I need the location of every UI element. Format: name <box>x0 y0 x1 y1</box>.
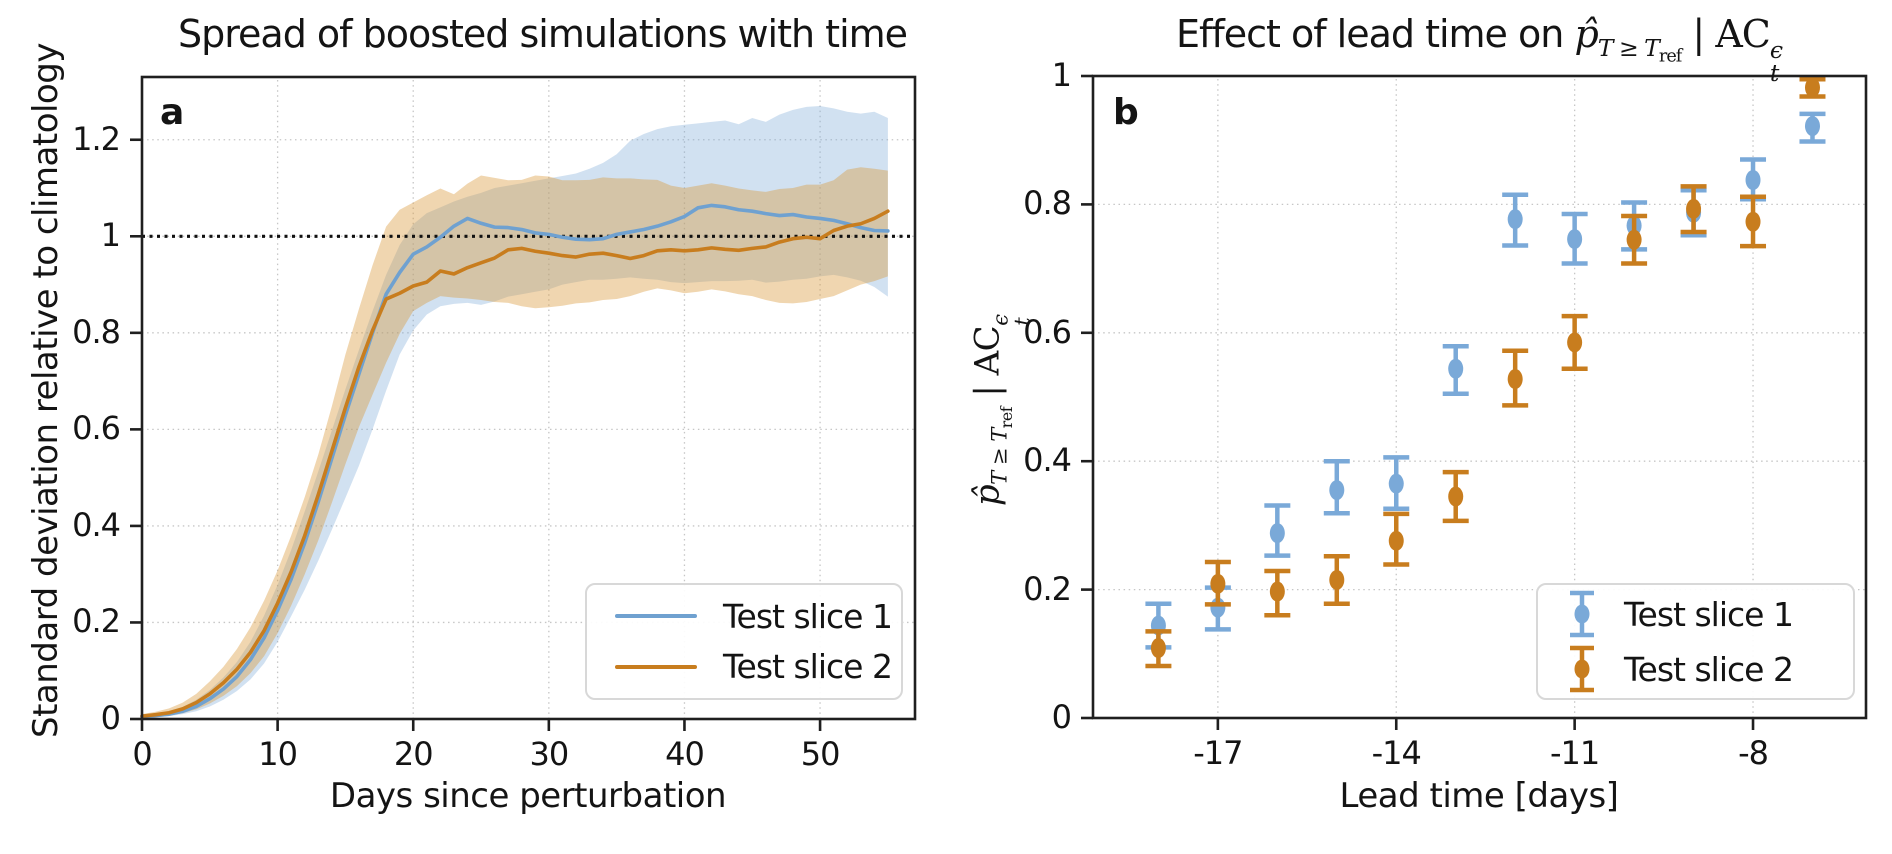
x-tick-label: 20 <box>393 735 434 773</box>
test-slice-1-line-icon <box>615 614 697 619</box>
legend-label: Test slice 1 <box>723 596 893 636</box>
y-tick-label: 1 <box>100 216 121 255</box>
y-tick-label: 0 <box>1051 698 1072 736</box>
panel-b-letter: b <box>1113 92 1139 133</box>
series-line <box>140 209 890 718</box>
data-point <box>1507 369 1523 390</box>
panel-b-xlabel: Lead time [days] <box>1339 776 1619 816</box>
legend-label: Test slice 2 <box>1624 649 1794 689</box>
data-point <box>1507 209 1523 230</box>
x-tick-label: -14 <box>1371 734 1422 772</box>
test-slice-1-errorbar-icon <box>1566 588 1598 640</box>
y-tick-label: 1 <box>1051 56 1072 94</box>
confidence-band <box>142 167 888 718</box>
panel-a-xlabel: Days since perturbation <box>329 776 727 816</box>
data-point <box>1329 480 1345 501</box>
x-tick-label: 50 <box>800 735 841 773</box>
panel-b-title-math: p̂T ≥ Tref | AC ϵ t <box>1574 12 1783 88</box>
y-tick-label: 0.6 <box>1023 312 1072 351</box>
x-tick-label: -11 <box>1549 734 1600 772</box>
data-point <box>1388 530 1404 551</box>
data-point <box>1448 358 1464 379</box>
errorbar-glyph <box>1570 645 1594 693</box>
legend-item: Test slice 2 <box>1538 643 1853 695</box>
y-tick-label: 0.8 <box>72 312 121 351</box>
y-tick-label: 0.8 <box>1023 184 1072 223</box>
legend-label: Test slice 1 <box>1624 594 1794 634</box>
y-tick-label: 0.4 <box>72 505 121 544</box>
y-tick-label: 0.2 <box>72 602 121 641</box>
data-point <box>1448 486 1464 507</box>
data-point <box>1210 573 1226 594</box>
data-point <box>1804 77 1820 98</box>
panel-b-ylabel: p̂T ≥ Tref | AC ϵ t <box>968 220 1035 600</box>
x-tick-label: 40 <box>665 735 705 773</box>
x-tick-label: 0 <box>132 735 152 773</box>
legend-item: Test slice 1 <box>587 597 901 636</box>
legend-item: Test slice 1 <box>1538 588 1853 640</box>
axes-box <box>140 75 917 721</box>
x-tick-label: 10 <box>258 735 298 773</box>
panel-a-lines <box>140 203 890 719</box>
data-point <box>1150 638 1166 659</box>
panel-b-errorbars <box>1145 76 1826 669</box>
panel-a-legend: Test slice 1 Test slice 2 <box>585 583 903 700</box>
y-tick-label: 0 <box>100 699 121 737</box>
legend-label: Test slice 2 <box>723 647 893 687</box>
legend-item: Test slice 2 <box>587 647 901 686</box>
x-tick-label: -17 <box>1193 734 1243 772</box>
data-point <box>1269 581 1285 602</box>
panel-b-title: Effect of lead time on p̂T ≥ Tref | AC ϵ t <box>1079 12 1879 86</box>
axes-box <box>1091 74 1868 720</box>
panel-a-title: Spread of boosted simulations with time <box>178 12 908 56</box>
x-tick-label: 30 <box>529 735 569 773</box>
errorbar-glyph <box>1570 590 1594 638</box>
data-point <box>1745 211 1761 232</box>
y-tick-label: 0.2 <box>1023 569 1072 608</box>
data-point <box>1626 229 1642 250</box>
data-point <box>1388 473 1404 494</box>
panel-b-legend: Test slice 1 Test slice 2 <box>1536 583 1855 700</box>
test-slice-2-line-icon <box>615 664 697 669</box>
y-tick-label: 1.2 <box>72 119 121 158</box>
data-point <box>1567 332 1583 353</box>
data-point <box>1329 569 1345 590</box>
y-tick-label: 0.4 <box>1023 441 1072 480</box>
axis-ticks <box>130 138 822 731</box>
data-point <box>1686 198 1702 219</box>
test-slice-2-errorbar-icon <box>1566 643 1598 695</box>
panel-a-bands <box>142 105 888 718</box>
data-point <box>1804 116 1820 137</box>
panel-a-letter: a <box>160 92 185 133</box>
axis-ticks <box>1081 74 1755 730</box>
y-tick-label: 0.6 <box>72 409 121 448</box>
data-point <box>1269 523 1285 544</box>
series-line <box>140 203 890 719</box>
data-point <box>1567 229 1583 250</box>
data-point <box>1745 170 1761 191</box>
confidence-band <box>142 105 888 718</box>
panel-b-title-prefix: Effect of lead time on <box>1175 12 1575 56</box>
x-tick-label: -8 <box>1738 734 1769 772</box>
